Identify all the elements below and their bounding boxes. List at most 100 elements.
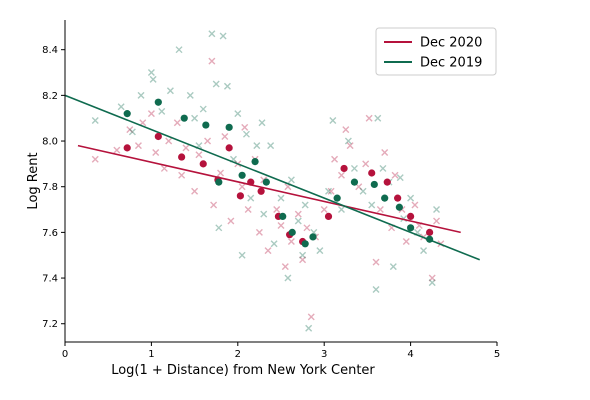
raw-point-stroke (433, 206, 441, 214)
raw-point-dec-2020 (152, 148, 160, 156)
raw-point-stroke (277, 222, 285, 230)
raw-point-stroke (242, 130, 250, 138)
binned-mean-dec-2019 (262, 178, 270, 186)
legend: Dec 2020 Dec 2019 (375, 27, 497, 76)
raw-point-stroke (344, 137, 352, 145)
raw-point-stroke (411, 201, 419, 209)
raw-point-stroke (372, 285, 380, 293)
raw-point-dec-2019 (147, 69, 155, 77)
raw-point-stroke (208, 57, 216, 65)
raw-point-stroke (388, 224, 396, 232)
raw-point-dec-2020 (126, 126, 134, 134)
raw-point-stroke (372, 285, 380, 293)
raw-point-stroke (331, 155, 339, 163)
raw-point-dec-2019 (191, 114, 199, 122)
raw-point-stroke (91, 155, 99, 163)
raw-point-dec-2020 (294, 210, 302, 218)
raw-point-stroke (270, 240, 278, 248)
raw-point-stroke (327, 187, 335, 195)
raw-point-stroke (126, 126, 134, 134)
raw-point-stroke (420, 247, 428, 255)
raw-point-dec-2020 (204, 137, 212, 145)
binned-mean-dec-2019 (202, 121, 210, 129)
raw-point-stroke (221, 132, 229, 140)
raw-point-stroke (147, 110, 155, 118)
raw-point-stroke (320, 206, 328, 214)
raw-point-stroke (301, 201, 309, 209)
raw-point-stroke (158, 107, 166, 115)
raw-point-stroke (191, 114, 199, 122)
raw-point-stroke (139, 119, 147, 127)
raw-point-stroke (277, 222, 285, 230)
raw-point-dec-2020 (346, 142, 354, 150)
raw-point-dec-2019 (374, 114, 382, 122)
raw-point-stroke (137, 91, 145, 99)
raw-point-dec-2019 (301, 201, 309, 209)
raw-point-dec-2020 (299, 256, 307, 264)
y-tick-label: 7.6 (42, 228, 58, 239)
raw-point-stroke (287, 176, 295, 184)
raw-point-dec-2020 (411, 201, 419, 209)
raw-point-dec-2020 (428, 274, 436, 282)
raw-point-stroke (325, 187, 333, 195)
raw-point-stroke (337, 206, 345, 214)
raw-point-stroke (396, 174, 404, 182)
raw-point-stroke (327, 187, 335, 195)
raw-point-stroke (195, 151, 203, 159)
raw-point-stroke (221, 132, 229, 140)
raw-point-dec-2020 (307, 313, 315, 321)
raw-point-stroke (428, 274, 436, 282)
raw-point-dec-2019 (294, 217, 302, 225)
binned-mean-dec-2020 (407, 212, 415, 220)
raw-point-dec-2020 (391, 171, 399, 179)
raw-point-stroke (391, 171, 399, 179)
ticks: 0 1 2 3 4 5 7.2 7.4 7.6 7.8 8.0 8.2 8.4 (42, 45, 500, 360)
raw-point-stroke (368, 201, 376, 209)
raw-point-dec-2020 (327, 187, 335, 195)
raw-point-dec-2020 (208, 57, 216, 65)
binned-mean-dec-2019 (407, 224, 415, 232)
binned-mean-dec-2019 (288, 228, 296, 236)
y-tick-label: 8.4 (42, 45, 58, 56)
raw-point-stroke (365, 114, 373, 122)
raw-point-stroke (389, 263, 397, 271)
legend-label-dec-2019: Dec 2019 (420, 56, 482, 71)
raw-point-dec-2020 (342, 126, 350, 134)
binned-mean-dec-2019 (215, 178, 223, 186)
raw-point-stroke (407, 194, 415, 202)
raw-point-stroke (433, 217, 441, 225)
raw-point-stroke (277, 194, 285, 202)
binned-mean-dec-2020 (368, 169, 376, 177)
raw-point-stroke (420, 247, 428, 255)
binned-mean-dec-2019 (301, 240, 309, 248)
binned-mean-dec-2019 (381, 194, 389, 202)
raw-point-stroke (260, 210, 268, 218)
raw-point-stroke (344, 137, 352, 145)
raw-point-stroke (147, 69, 155, 77)
raw-point-stroke (294, 210, 302, 218)
raw-point-stroke (337, 206, 345, 214)
raw-point-dec-2019 (247, 194, 255, 202)
raw-point-stroke (113, 146, 121, 154)
raw-point-stroke (217, 169, 225, 177)
raw-point-stroke (389, 263, 397, 271)
raw-point-stroke (258, 119, 266, 127)
raw-point-stroke (281, 263, 289, 271)
raw-point-stroke (208, 30, 216, 38)
raw-point-dec-2020 (210, 201, 218, 209)
raw-point-stroke (264, 247, 272, 255)
binned-mean-dec-2020 (154, 132, 162, 141)
raw-point-stroke (414, 228, 422, 236)
raw-point-stroke (337, 171, 345, 179)
raw-point-dec-2020 (433, 217, 441, 225)
raw-point-stroke (166, 87, 174, 95)
raw-point-stroke (229, 155, 237, 163)
raw-point-stroke (307, 313, 315, 321)
raw-point-stroke (173, 119, 181, 127)
raw-point-stroke (376, 206, 384, 214)
raw-point-dec-2019 (325, 187, 333, 195)
raw-point-stroke (182, 144, 190, 152)
raw-point-stroke (337, 171, 345, 179)
raw-point-dec-2020 (331, 155, 339, 163)
raw-point-stroke (258, 119, 266, 127)
